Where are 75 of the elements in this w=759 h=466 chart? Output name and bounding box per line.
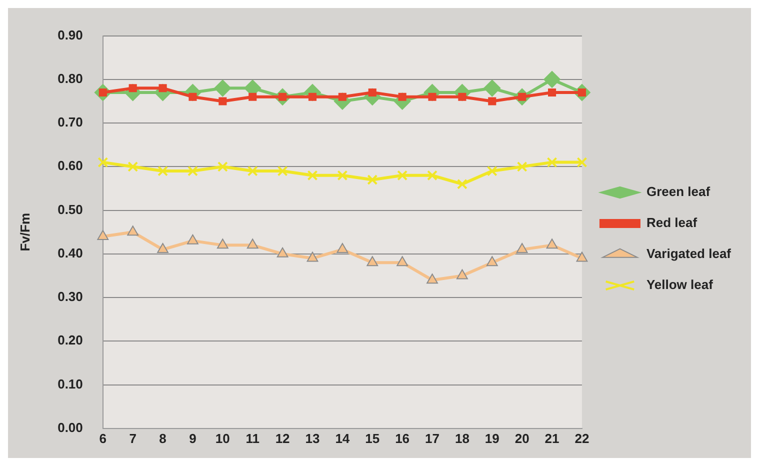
point	[484, 80, 501, 97]
point	[546, 157, 558, 168]
point	[397, 170, 408, 181]
legend-label: Green leaf	[646, 184, 711, 200]
point	[516, 243, 528, 254]
y-tick-label: 0.90	[58, 27, 83, 42]
point	[248, 92, 257, 101]
point	[486, 256, 498, 266]
point	[544, 70, 561, 88]
x-tick-label: 22	[574, 430, 590, 446]
point	[158, 166, 168, 176]
point	[426, 274, 438, 284]
x-tick-label: 15	[365, 430, 380, 446]
x-tick-label: 16	[395, 430, 410, 446]
point	[456, 178, 468, 190]
y-tick-label: 0.70	[58, 114, 83, 130]
y-tick-label: 0.80	[58, 71, 83, 86]
point	[456, 269, 468, 280]
point	[307, 170, 318, 181]
y-axis-title: Fv/Fm	[17, 212, 32, 252]
point	[217, 161, 228, 172]
point	[128, 161, 138, 172]
point	[277, 166, 288, 176]
point	[306, 252, 318, 262]
x-tick-label: 19	[484, 430, 500, 446]
point	[98, 157, 108, 168]
point	[488, 97, 496, 106]
point	[218, 97, 227, 106]
point	[337, 170, 348, 181]
x-tick-label: 18	[454, 430, 470, 446]
point	[97, 230, 109, 240]
point	[576, 252, 588, 262]
point	[276, 247, 288, 258]
x-tick-label: 17	[425, 430, 440, 446]
point	[546, 238, 558, 249]
point	[247, 166, 258, 176]
x-tick-label: 9	[189, 430, 196, 446]
point	[367, 174, 378, 185]
x-tick-label: 11	[246, 430, 260, 446]
x-tick-label: 14	[335, 430, 350, 446]
legend-label: Yellow leaf	[646, 277, 714, 292]
y-tick-label: 0.10	[58, 376, 83, 392]
point	[157, 243, 168, 254]
y-tick-label: 0.40	[58, 245, 83, 260]
point	[398, 92, 406, 101]
y-tick-label: 0.30	[58, 289, 83, 304]
x-tick-label: 21	[544, 430, 560, 446]
x-tick-label: 13	[305, 430, 320, 446]
legend-label: Varigated leaf	[646, 246, 732, 262]
point	[127, 226, 139, 236]
point	[548, 88, 556, 97]
point	[336, 243, 348, 254]
point	[396, 256, 408, 266]
x-tick-label: 7	[129, 430, 136, 446]
y-tick-label: 0.60	[58, 158, 83, 174]
point	[576, 157, 588, 168]
y-tick-label: 0.20	[58, 332, 83, 348]
point	[486, 166, 498, 176]
y-tick-label: 0.00	[58, 420, 83, 435]
point	[216, 238, 228, 249]
point	[214, 80, 232, 97]
point	[246, 238, 258, 249]
point	[516, 161, 528, 172]
point	[427, 170, 438, 181]
legend-label: Red leaf	[646, 215, 698, 230]
x-tick-label: 6	[99, 430, 107, 446]
point	[366, 256, 378, 266]
x-tick-label: 10	[215, 430, 230, 446]
point	[187, 234, 198, 244]
point	[187, 166, 198, 176]
x-tick-label: 8	[159, 430, 166, 446]
point	[338, 92, 346, 101]
x-tick-label: 20	[514, 430, 530, 446]
x-tick-label: 12	[275, 430, 290, 446]
y-tick-label: 0.50	[58, 202, 83, 217]
